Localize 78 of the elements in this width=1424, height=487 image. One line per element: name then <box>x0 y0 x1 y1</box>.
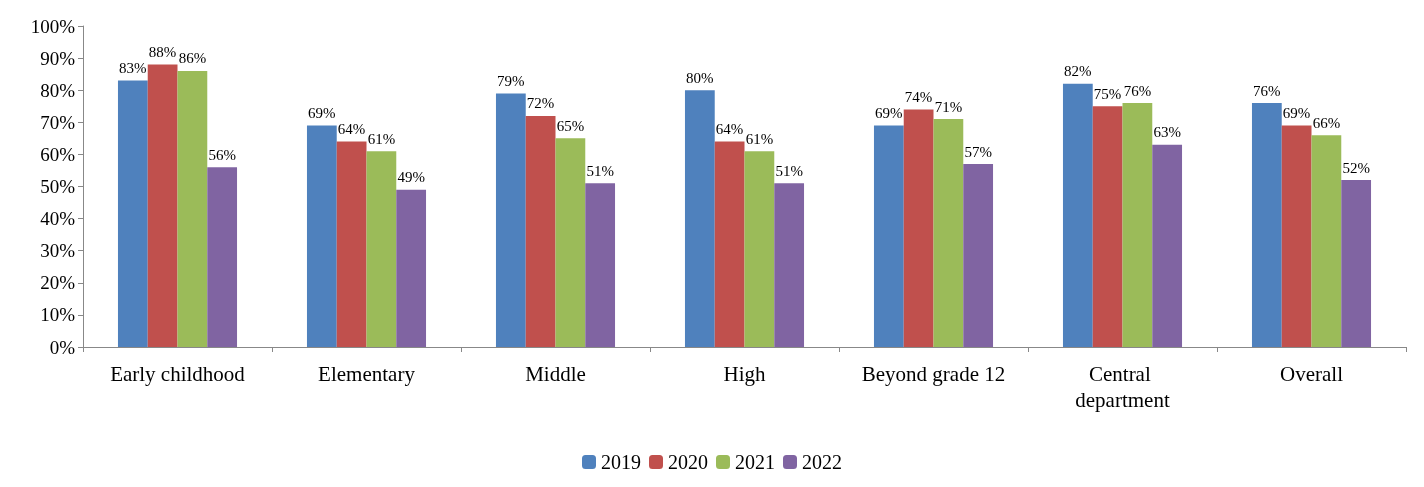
bar <box>744 151 775 347</box>
bar <box>177 70 208 347</box>
bar <box>714 141 745 347</box>
bar <box>933 119 964 347</box>
data-label: 64% <box>715 121 744 138</box>
y-tick-label: 0% <box>49 336 76 358</box>
bar <box>774 183 805 347</box>
data-label: 51% <box>586 162 614 179</box>
y-tick-label: 90% <box>40 47 76 69</box>
data-label: 76% <box>1253 82 1281 99</box>
x-tick-label: High <box>723 362 766 386</box>
bar <box>336 141 367 347</box>
data-label: 88% <box>148 44 177 61</box>
data-label: 65% <box>556 117 585 134</box>
data-label: 76% <box>1123 82 1152 99</box>
bar <box>963 164 994 347</box>
bar <box>585 183 616 347</box>
y-tick-label: 70% <box>40 111 76 133</box>
x-tick-label: Elementary <box>318 362 416 386</box>
bar <box>903 109 934 347</box>
data-label: 83% <box>119 60 147 77</box>
bar <box>873 125 904 347</box>
data-label: 69% <box>308 105 336 122</box>
bar <box>366 151 397 347</box>
data-label: 75% <box>1093 85 1122 102</box>
bar <box>684 90 715 347</box>
x-tick-label: Overall <box>1280 362 1344 386</box>
data-label: 86% <box>178 50 207 67</box>
data-label: 82% <box>1064 63 1092 80</box>
y-tick-label: 40% <box>40 208 76 230</box>
data-label: 80% <box>686 69 714 86</box>
data-label: 56% <box>208 146 236 163</box>
bar <box>147 64 178 347</box>
bar <box>555 138 586 347</box>
data-label: 79% <box>497 72 525 89</box>
bar <box>306 125 337 347</box>
data-label: 71% <box>934 98 963 115</box>
y-tick-label: 50% <box>40 176 76 197</box>
legend-label: 2019 <box>601 451 641 473</box>
data-label: 64% <box>337 121 366 138</box>
bar <box>117 80 148 347</box>
y-tick-label: 60% <box>40 143 76 165</box>
data-label: 52% <box>1342 159 1370 176</box>
bar <box>1122 103 1153 347</box>
bar <box>1281 125 1312 347</box>
data-label: 74% <box>904 88 933 105</box>
y-tick-label: 80% <box>40 79 76 101</box>
data-label: 49% <box>397 169 425 186</box>
data-label: 69% <box>875 105 903 122</box>
bar <box>1092 106 1123 347</box>
bar <box>1152 144 1183 347</box>
data-label: 63% <box>1153 124 1181 141</box>
legend-label: 2021 <box>735 451 775 473</box>
bar <box>525 115 556 347</box>
bar <box>495 93 526 347</box>
x-tick-label: Middle <box>525 362 586 386</box>
data-label: 61% <box>745 130 774 147</box>
y-tick-label: 10% <box>40 304 76 326</box>
bar <box>1251 103 1282 347</box>
legend-label: 2020 <box>668 451 708 473</box>
bar <box>207 167 238 347</box>
bar <box>1062 83 1093 347</box>
bar <box>1311 135 1342 347</box>
legend-label: 2022 <box>802 451 842 473</box>
bar <box>1341 180 1372 347</box>
bar <box>396 189 427 347</box>
data-label: 69% <box>1282 105 1311 122</box>
y-tick-label: 30% <box>40 240 76 262</box>
x-tick-label: Central department <box>1075 362 1170 412</box>
x-tick-label: Beyond grade 12 <box>861 362 1006 386</box>
data-label: 51% <box>775 162 803 179</box>
data-label: 72% <box>526 95 555 112</box>
y-tick-label: 20% <box>40 272 76 294</box>
data-label: 66% <box>1312 114 1341 131</box>
y-tick-label: 100% <box>30 15 76 37</box>
data-label: 61% <box>367 130 396 147</box>
x-tick-label: Early childhood <box>110 362 246 386</box>
data-label: 57% <box>964 143 992 160</box>
